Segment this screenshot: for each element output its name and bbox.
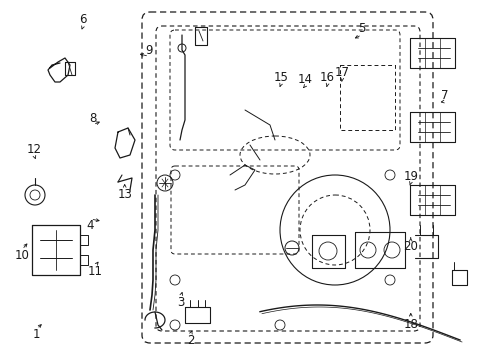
Text: 13: 13 [117,188,132,201]
Text: 12: 12 [27,143,41,156]
Text: 2: 2 [186,334,194,347]
Text: 15: 15 [273,71,288,84]
Text: 20: 20 [403,240,417,253]
Text: 6: 6 [79,13,87,26]
Text: 3: 3 [177,296,184,309]
Text: 8: 8 [89,112,97,125]
Bar [339,65,394,130]
Text: 11: 11 [88,265,102,278]
Text: 18: 18 [403,318,417,330]
Text: 7: 7 [440,89,448,102]
Text: 17: 17 [334,66,349,78]
Text: 19: 19 [403,170,417,183]
Text: 9: 9 [145,44,153,57]
Text: 5: 5 [357,22,365,35]
Text: 4: 4 [86,219,94,231]
Text: 10: 10 [15,249,29,262]
Text: 14: 14 [298,73,312,86]
Text: 16: 16 [320,71,334,84]
Text: 1: 1 [33,328,41,341]
